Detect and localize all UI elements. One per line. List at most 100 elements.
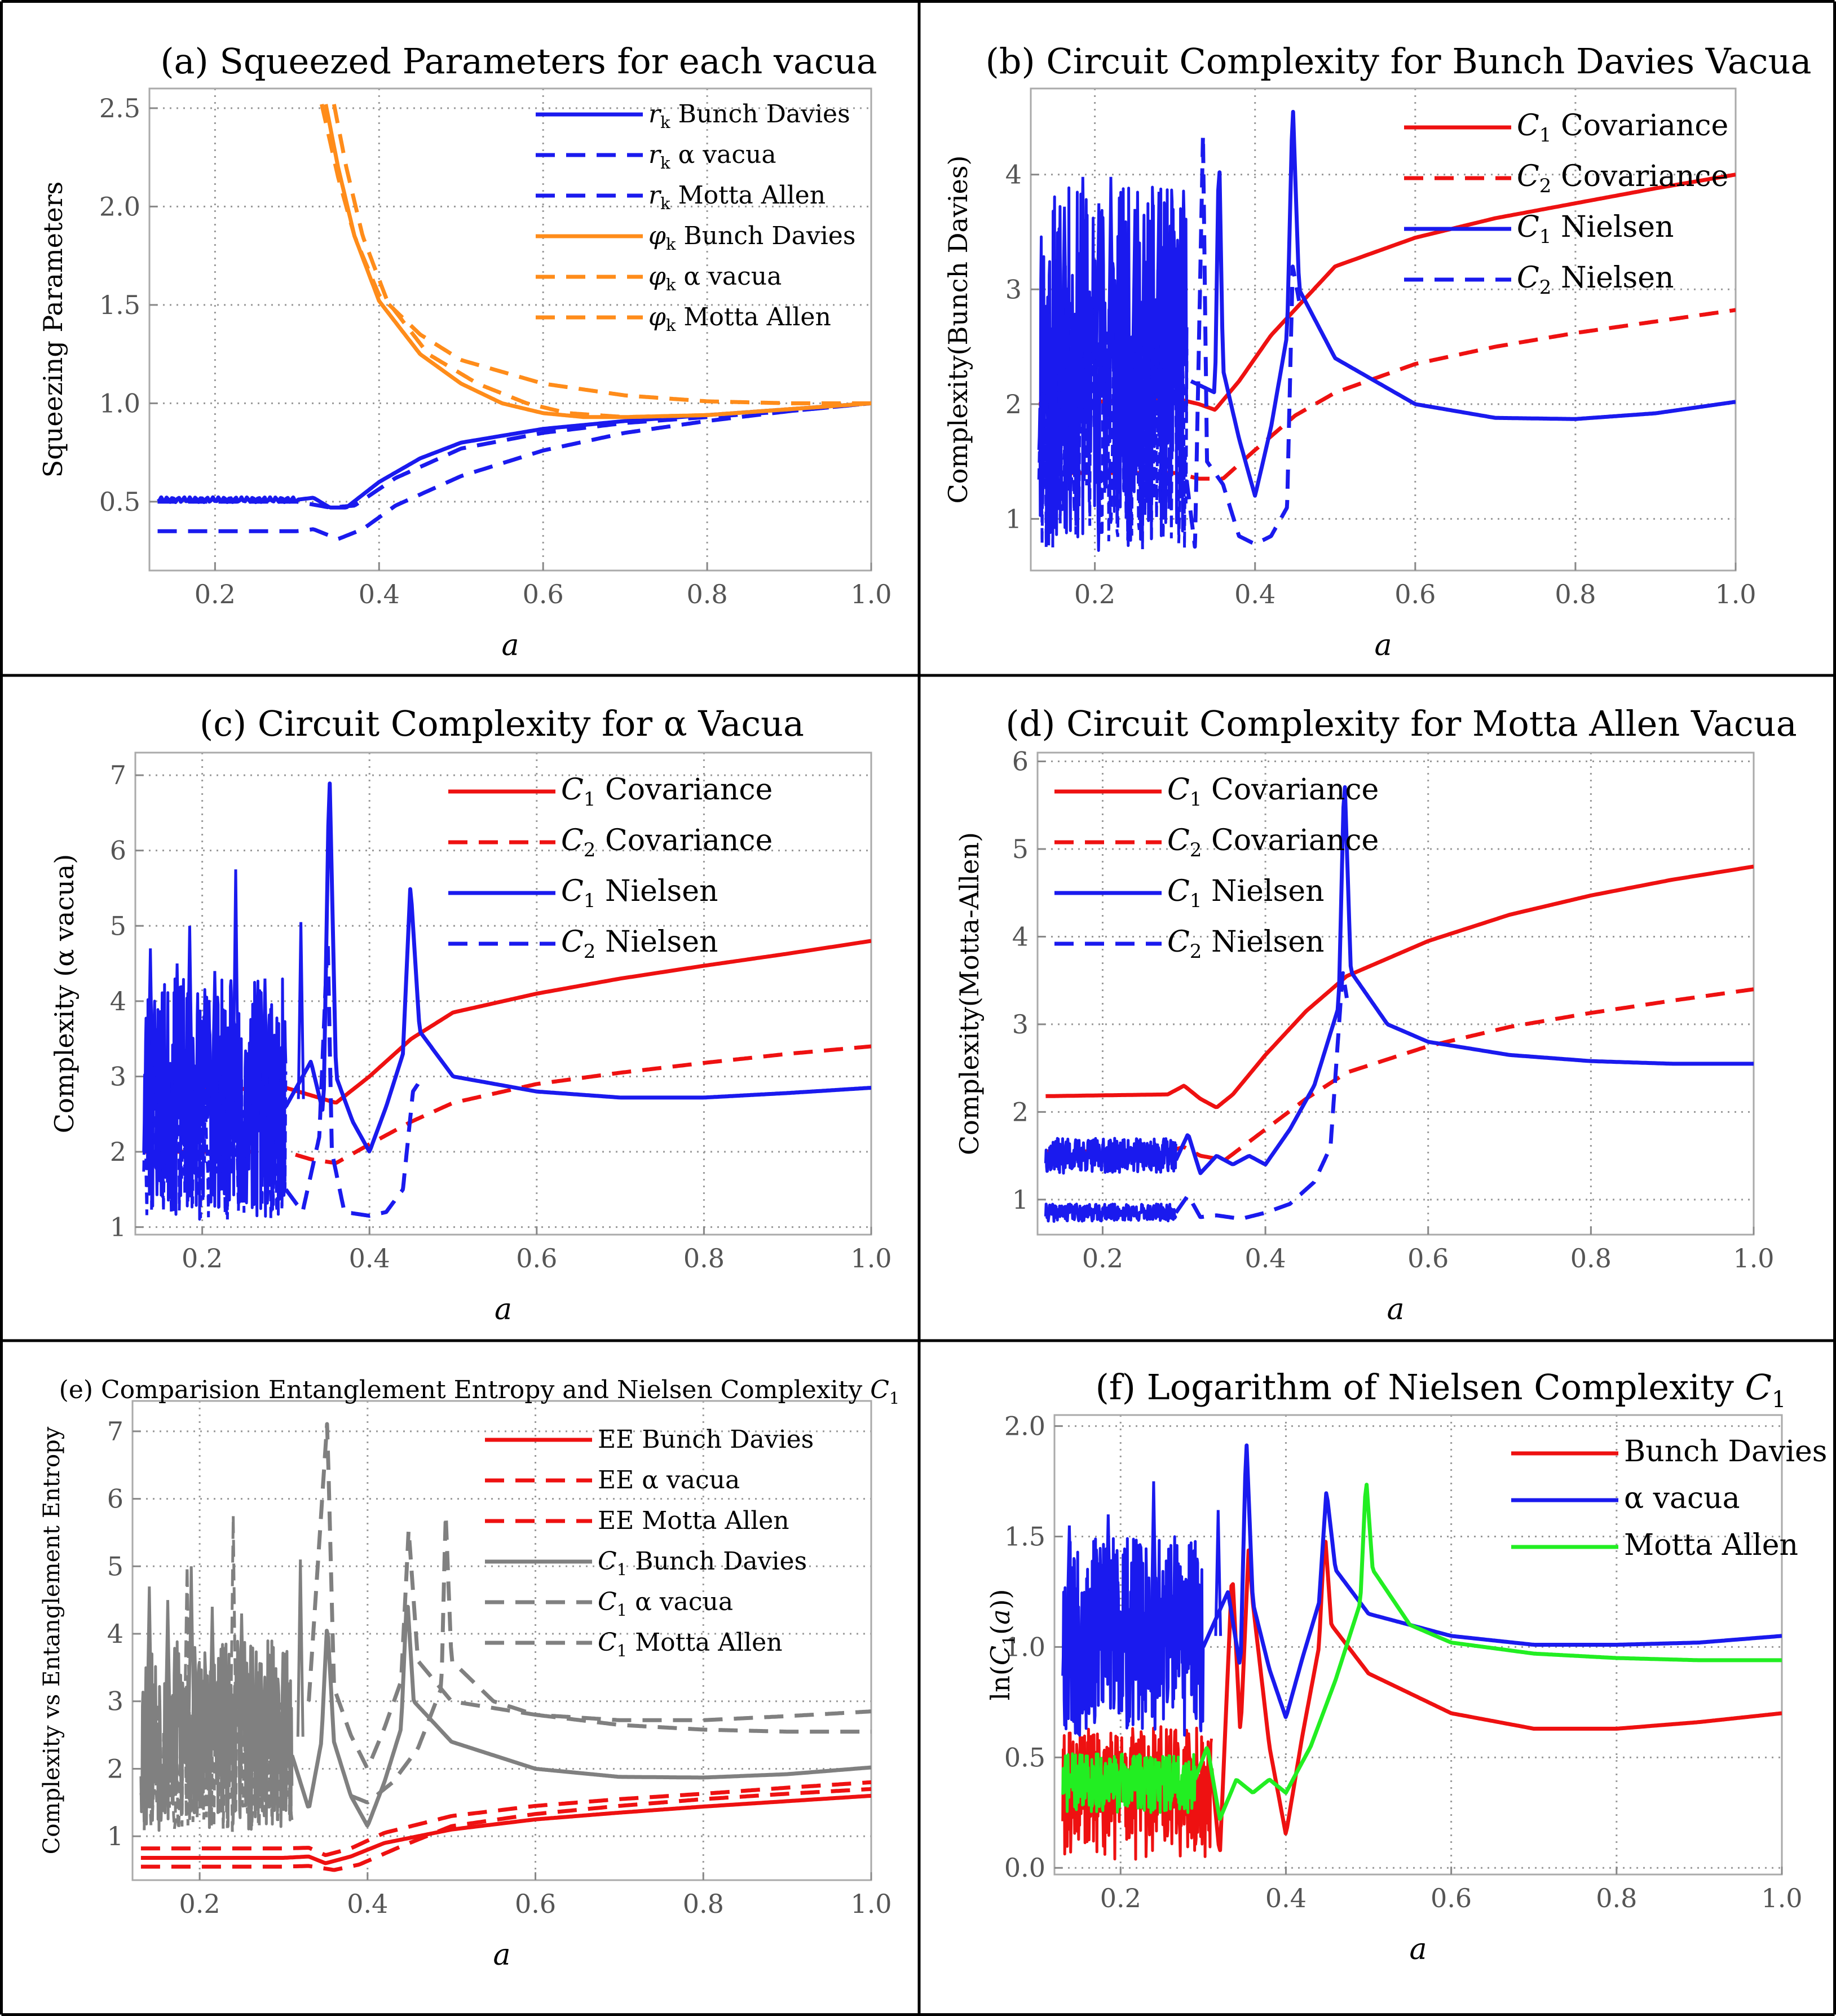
- series-spike-alpha-vacua: [1150, 1481, 1158, 1636]
- plot-frame: [1053, 1414, 1783, 1876]
- x-tick-label: 0.2: [182, 1243, 223, 1274]
- plot-frame: [1030, 87, 1737, 572]
- series-line-c1-bunch-davies: [290, 1604, 871, 1828]
- series-spike-c1-nielsen: [146, 948, 155, 1099]
- y-tick-label: 3: [110, 1061, 126, 1091]
- y-axis-label: ln(C1(a)): [985, 1589, 1019, 1701]
- series-spike-c1-nielsen: [232, 869, 240, 1099]
- series-group: [139, 1422, 871, 1872]
- chart-title: (c) Circuit Complexity for α Vacua: [200, 703, 804, 744]
- series-line-ee-motta-allen: [140, 1787, 871, 1872]
- y-tick-label: 3: [1012, 1009, 1029, 1040]
- series-noise-motta-allen: [1061, 1752, 1197, 1814]
- series-spike-c1-nielsen: [1131, 209, 1139, 369]
- legend: C1 Covariance C2 Covariance C1 Nielsen C2 N…: [1404, 109, 1728, 299]
- x-tick-label: 1.0: [1715, 579, 1756, 609]
- x-tick-label: 0.6: [1431, 1883, 1472, 1913]
- x-tick-label: 0.4: [347, 1889, 388, 1919]
- series-spike-c1-nielsen: [1107, 176, 1115, 369]
- legend-label-r-k-alpha-vacua: rk α vacua: [648, 140, 776, 173]
- legend-label-ee-alpha-vacua: EE α vacua: [598, 1466, 740, 1495]
- series-line-c2-nielsen: [1181, 133, 1301, 549]
- x-axis-label: a: [501, 629, 519, 662]
- panel-c-alpha-vacua-complexity: 0.2 0.4 0.6 0.8 1.0 1 2 3 4 5 6 7 (c) Circuit Comple…: [49, 703, 892, 1327]
- series-line-c1-nielsen: [1190, 109, 1736, 498]
- x-tick-label: 1.0: [850, 579, 891, 609]
- x-axis-label: a: [495, 1293, 512, 1327]
- series-group: [1061, 1443, 1782, 1861]
- y-tick-label: 7: [107, 1416, 123, 1447]
- x-tick-label: 0.8: [683, 1889, 724, 1919]
- series-spike-c1-bunch-davies: [164, 1600, 172, 1737]
- series-spike-c1-nielsen: [1079, 176, 1087, 369]
- y-tick-label: 0.0: [1004, 1853, 1045, 1883]
- y-tick-label: 1: [1005, 503, 1022, 534]
- series-line-ee-bunch-davies: [140, 1793, 871, 1865]
- y-tick-label: 6: [1012, 746, 1029, 777]
- legend-label-c1-motta-allen: C1 Motta Allen: [598, 1628, 783, 1660]
- series-group: [157, 104, 871, 541]
- legend: C1 Covariance C2 Covariance C1 Nielsen C2 N…: [448, 773, 773, 963]
- plot-frame: [148, 87, 872, 572]
- plot-area: [149, 89, 871, 571]
- x-tick-label: 1.0: [850, 1243, 891, 1274]
- legend-label-phi-k-bunch-davies: φk Bunch Davies: [648, 222, 855, 254]
- chart-title: (d) Circuit Complexity for Motta Allen V…: [1005, 703, 1797, 744]
- x-tick-label: 0.2: [179, 1889, 220, 1919]
- x-tick-label: 0.4: [359, 579, 400, 609]
- series-line-alpha-vacua: [1201, 1443, 1782, 1719]
- legend-label-phi-k-motta-allen: φk Motta Allen: [648, 303, 831, 335]
- y-tick-label: 2: [110, 1137, 126, 1167]
- legend-label-c1-covariance: C1 Covariance: [1167, 773, 1379, 811]
- chart-title: (b) Circuit Complexity for Bunch Davies …: [986, 41, 1812, 82]
- x-tick-label: 0.4: [349, 1243, 390, 1274]
- legend: EE Bunch Davies EE α vacua EE Motta Allen C…: [485, 1425, 814, 1660]
- legend-label-r-k-bunch-davies: rk Bunch Davies: [648, 100, 850, 132]
- y-axis-label: Complexity(Motta-Allen): [954, 832, 985, 1155]
- y-tick-label: 6: [107, 1484, 123, 1514]
- y-tick-label: 5: [110, 910, 126, 941]
- series-group: [1037, 109, 1736, 552]
- series-spike-c1-nielsen: [261, 978, 269, 1099]
- y-tick-label: 2: [1005, 389, 1022, 419]
- x-tick-label: 0.6: [1394, 579, 1436, 609]
- y-tick-label: 0.5: [1004, 1742, 1045, 1772]
- series-noise-c1-nielsen: [1044, 1137, 1177, 1175]
- series-spike-alpha-vacua: [1065, 1525, 1074, 1636]
- panel-a-squeezed-parameters: 0.2 0.4 0.6 0.8 1.0 0.5 1.0 1.5 2.0 2.5 (a) Squeez…: [38, 41, 892, 662]
- x-tick-label: 0.8: [687, 579, 728, 609]
- y-tick-label: 1.0: [1004, 1632, 1045, 1662]
- x-tick-label: 0.8: [1570, 1243, 1612, 1274]
- legend-label-phi-k-alpha-vacua: φk α vacua: [648, 262, 782, 294]
- legend-label-c1-nielsen: C1 Nielsen: [1517, 210, 1674, 248]
- legend: Bunch Davies α vacua Motta Allen: [1511, 1435, 1828, 1562]
- series-line-c1-alpha-vacua: [307, 1422, 871, 1770]
- series-line-motta-allen: [1193, 1483, 1782, 1821]
- legend: C1 Covariance C2 Covariance C1 Nielsen C2 N…: [1054, 773, 1379, 963]
- x-tick-label: 0.6: [1407, 1243, 1449, 1274]
- legend-label-ee-motta-allen: EE Motta Allen: [598, 1506, 789, 1535]
- x-tick-label: 1.0: [1733, 1243, 1774, 1274]
- x-tick-label: 0.6: [523, 579, 564, 609]
- series-noise-alpha-vacua: [1061, 1535, 1205, 1737]
- y-tick-label: 5: [107, 1551, 123, 1581]
- series-line-c1-motta-allen: [350, 1513, 871, 1805]
- y-tick-label: 3: [1005, 274, 1022, 304]
- y-tick-label: 1.5: [99, 290, 140, 320]
- series-line-phi-k-bunch-davies: [324, 104, 871, 419]
- legend-label-motta-allen: Motta Allen: [1624, 1528, 1798, 1562]
- series-line-c2-nielsen: [1174, 971, 1349, 1221]
- x-axis-label: a: [1387, 1293, 1404, 1327]
- y-tick-label: 2.0: [1004, 1411, 1045, 1442]
- legend-label-c2-covariance: C2 Covariance: [1517, 160, 1728, 197]
- y-tick-label: 5: [1012, 834, 1029, 864]
- y-tick-label: 1: [1012, 1184, 1029, 1215]
- y-tick-label: 7: [110, 760, 126, 790]
- series-noise-c1-nielsen: [142, 977, 288, 1221]
- plot-frame: [131, 1400, 872, 1881]
- legend-label-r-k-motta-allen: rk Motta Allen: [648, 181, 826, 213]
- legend-label-c2-covariance: C2 Covariance: [561, 824, 773, 861]
- y-tick-label: 1: [110, 1212, 126, 1243]
- legend-label-c1-nielsen: C1 Nielsen: [561, 874, 718, 912]
- plot-frame: [134, 751, 872, 1236]
